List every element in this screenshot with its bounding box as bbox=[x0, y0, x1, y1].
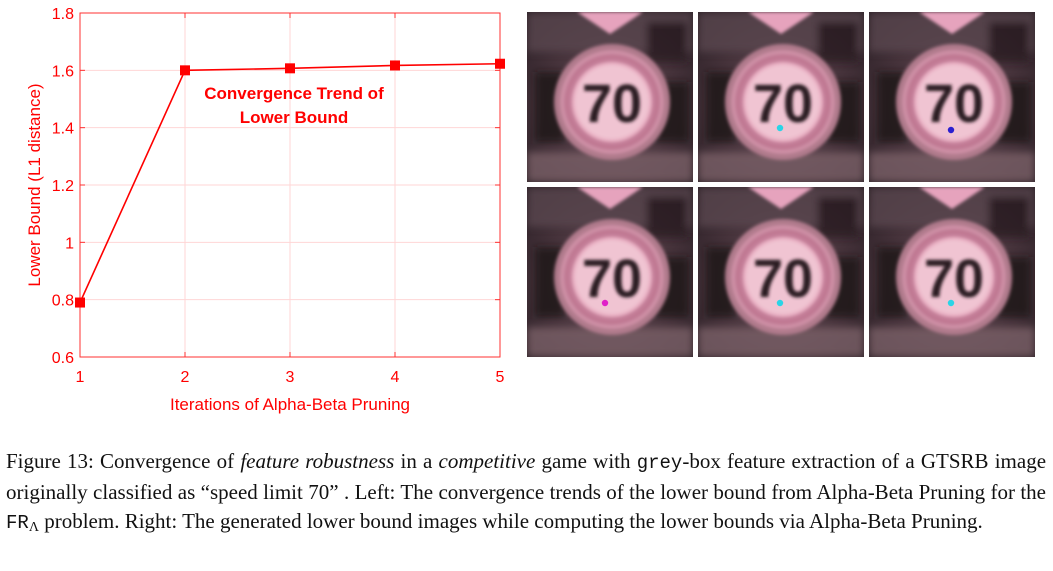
y-axis-label: Lower Bound (L1 distance) bbox=[25, 83, 44, 286]
caption-emphasis-2: competitive bbox=[438, 449, 536, 473]
x-tick-label: 4 bbox=[391, 369, 400, 386]
lower-bound-image: 70 bbox=[869, 12, 1035, 182]
perturbed-pixel-dot bbox=[776, 124, 784, 132]
y-tick-label: 1.6 bbox=[52, 63, 74, 80]
figure-caption: Figure 13: Convergence of feature robust… bbox=[6, 447, 1046, 542]
caption-mono-grey: grey bbox=[636, 452, 683, 474]
x-tick-label: 1 bbox=[76, 369, 85, 386]
sign-digits: 70 bbox=[582, 249, 642, 309]
y-tick-label: 1.8 bbox=[52, 6, 74, 23]
lower-bound-image: 70 bbox=[869, 187, 1035, 357]
series-markers bbox=[75, 58, 505, 308]
perturbed-pixel-dot bbox=[776, 299, 784, 307]
chart-title-line-1: Convergence Trend of bbox=[204, 84, 384, 103]
y-tick-label: 1 bbox=[65, 235, 74, 252]
caption-emphasis-1: feature robustness bbox=[240, 449, 395, 473]
y-tick-label: 0.8 bbox=[52, 293, 74, 310]
lower-bound-image: 70 bbox=[527, 187, 693, 357]
x-tick-label: 3 bbox=[286, 369, 295, 386]
lower-bound-image: 70 bbox=[698, 12, 864, 182]
axis-ticks: 1 2 3 4 5 0.6 0.8 1 1.2 1.4 1.6 1.8 bbox=[52, 6, 505, 386]
chart-title-line-2: Lower Bound bbox=[240, 108, 349, 127]
perturbed-pixel-dot bbox=[601, 299, 609, 307]
data-point bbox=[180, 65, 190, 76]
sign-digits: 70 bbox=[753, 249, 813, 309]
x-tick-label: 5 bbox=[496, 369, 505, 386]
sign-digits: 70 bbox=[924, 74, 984, 134]
data-point bbox=[495, 58, 505, 69]
caption-mono-fr: FR bbox=[6, 512, 29, 534]
sign-digits: 70 bbox=[924, 249, 984, 309]
lower-bound-image: 70 bbox=[698, 187, 864, 357]
data-point bbox=[75, 297, 85, 308]
y-tick-label: 1.4 bbox=[52, 121, 74, 138]
lower-bound-image: 70 bbox=[527, 12, 693, 182]
caption-text-5: problem. Right: The generated lower boun… bbox=[38, 509, 983, 533]
perturbed-pixel-dot bbox=[947, 126, 955, 134]
sign-digits: 70 bbox=[753, 74, 813, 134]
sign-digits: 70 bbox=[582, 74, 642, 134]
convergence-chart: 1 2 3 4 5 0.6 0.8 1 1.2 1.4 1.6 1.8 Convergence Tre… bbox=[25, 6, 505, 414]
caption-text-3: game with bbox=[535, 449, 637, 473]
x-tick-label: 2 bbox=[181, 369, 190, 386]
caption-text-2: in a bbox=[394, 449, 439, 473]
caption-subscript-lambda: Λ bbox=[28, 520, 39, 535]
data-point bbox=[390, 60, 400, 71]
y-tick-label: 1.2 bbox=[52, 178, 74, 195]
x-axis-label: Iterations of Alpha-Beta Pruning bbox=[170, 395, 410, 414]
caption-text-4: -box feature extraction of a GTSRB image… bbox=[6, 449, 1047, 504]
caption-text-1: Convergence of bbox=[93, 449, 241, 473]
perturbed-pixel-dot bbox=[947, 299, 955, 307]
caption-label: Figure 13: bbox=[6, 449, 94, 473]
y-tick-label: 0.6 bbox=[52, 350, 74, 367]
data-point bbox=[285, 63, 295, 74]
lower-bound-image-grid: 70 70 70 70 70 70 bbox=[527, 12, 1053, 358]
